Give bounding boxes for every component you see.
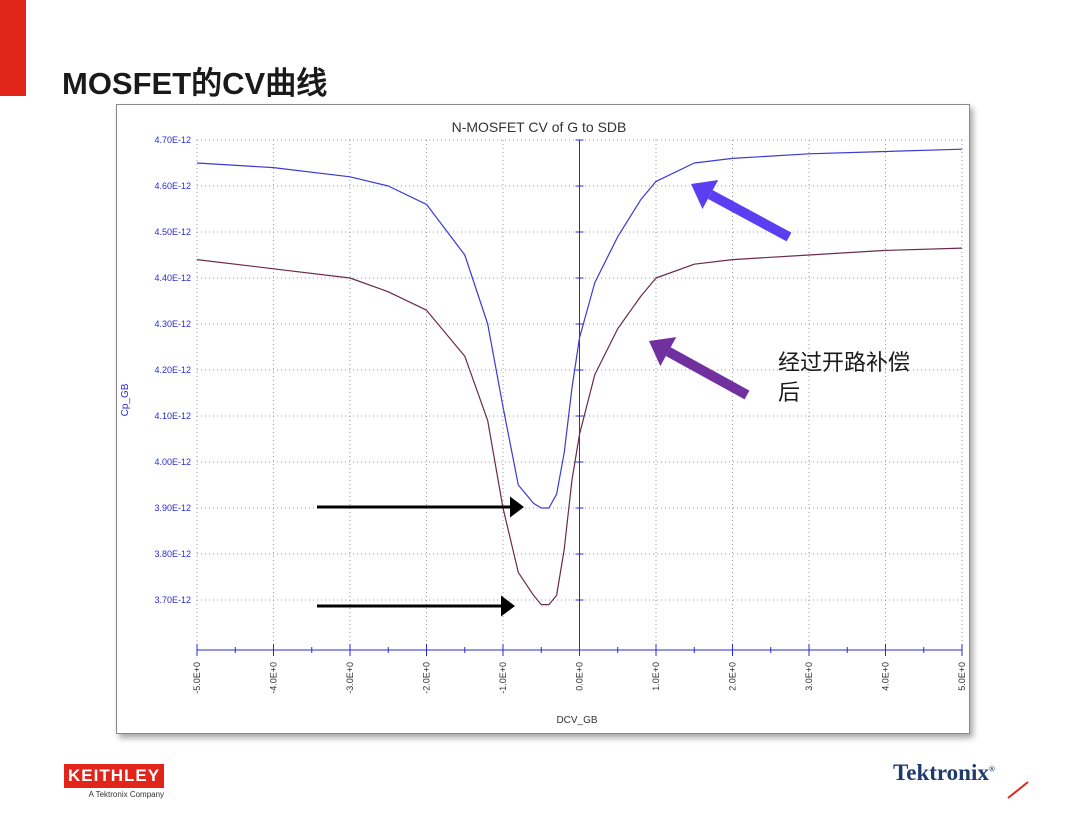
x-tick-label: 5.0E+0 — [957, 662, 967, 691]
x-tick-label: 2.0E+0 — [728, 662, 738, 691]
y-axis-label: Cp_GB — [120, 383, 131, 416]
x-tick-label: -1.0E+0 — [498, 662, 508, 694]
y-tick-label: 3.80E-12 — [154, 549, 191, 559]
slide-title: MOSFET的CV曲线 — [62, 66, 328, 101]
blue-arrow-head — [691, 179, 719, 209]
registered-mark: ® — [988, 764, 995, 774]
purple-arrow-shaft — [665, 347, 750, 400]
chart-frame: 4.70E-12 4.60E-12 4.50E-12 4.40E-12 4.30E-12… — [116, 104, 970, 734]
arrows — [317, 179, 792, 617]
x-tick-label: 0.0E+0 — [575, 662, 585, 691]
x-tick-label: -3.0E+0 — [345, 662, 355, 694]
y-tick-label: 4.40E-12 — [154, 273, 191, 283]
zero-axis — [196, 139, 963, 656]
x-axis-label: DCV_GB — [556, 715, 597, 726]
keithley-wordmark: KEITHLEY — [64, 764, 165, 788]
series-line-2 — [196, 247, 963, 606]
black-arrow-lower-head — [501, 595, 515, 617]
black-arrow-upper-head — [510, 496, 524, 518]
grid — [196, 139, 963, 650]
y-tick-label: 4.70E-12 — [154, 135, 191, 145]
y-tick-label: 3.70E-12 — [154, 595, 191, 605]
x-tick-label: 1.0E+0 — [651, 662, 661, 691]
tick-labels: 4.70E-12 4.60E-12 4.50E-12 4.40E-12 4.30E-12… — [154, 135, 967, 694]
chart-title: N-MOSFET CV of G to SDB — [452, 119, 627, 135]
y-tick-label: 4.30E-12 — [154, 319, 191, 329]
blue-arrow — [691, 179, 792, 242]
keithley-logo: KEITHLEY A Tektronix Company — [64, 764, 165, 799]
accent-bar — [0, 0, 26, 96]
black-arrow-lower — [317, 595, 515, 617]
y-tick-label: 4.00E-12 — [154, 457, 191, 467]
y-tick-label: 4.10E-12 — [154, 411, 191, 421]
keithley-subtitle: A Tektronix Company — [88, 790, 165, 799]
purple-arrow — [649, 337, 750, 400]
x-tick-label: 3.0E+0 — [804, 662, 814, 691]
black-arrow-upper — [317, 496, 524, 518]
y-tick-label: 4.50E-12 — [154, 227, 191, 237]
y-tick-label: 4.20E-12 — [154, 365, 191, 375]
y-tick-label: 4.60E-12 — [154, 181, 191, 191]
cv-chart: 4.70E-12 4.60E-12 4.50E-12 4.40E-12 4.30E-12… — [120, 119, 967, 726]
tektronix-wordmark: Tektronix — [893, 760, 989, 785]
purple-arrow-head — [649, 337, 677, 367]
y-tick-label: 3.90E-12 — [154, 503, 191, 513]
annotation-text: 经过开路补偿 后 — [778, 348, 948, 408]
x-tick-label: -5.0E+0 — [192, 662, 202, 694]
x-tick-label: 4.0E+0 — [881, 662, 891, 691]
x-tick-label: -2.0E+0 — [422, 662, 432, 694]
tektronix-slash-icon — [1007, 781, 1029, 799]
x-tick-label: -4.0E+0 — [269, 662, 279, 694]
series-group — [196, 148, 963, 606]
blue-arrow-shaft — [707, 190, 792, 242]
annotation-line-2: 后 — [778, 380, 801, 405]
series-line-1 — [196, 148, 963, 509]
annotation-line-1: 经过开路补偿 — [778, 350, 911, 375]
tektronix-logo: Tektronix® — [893, 760, 995, 786]
